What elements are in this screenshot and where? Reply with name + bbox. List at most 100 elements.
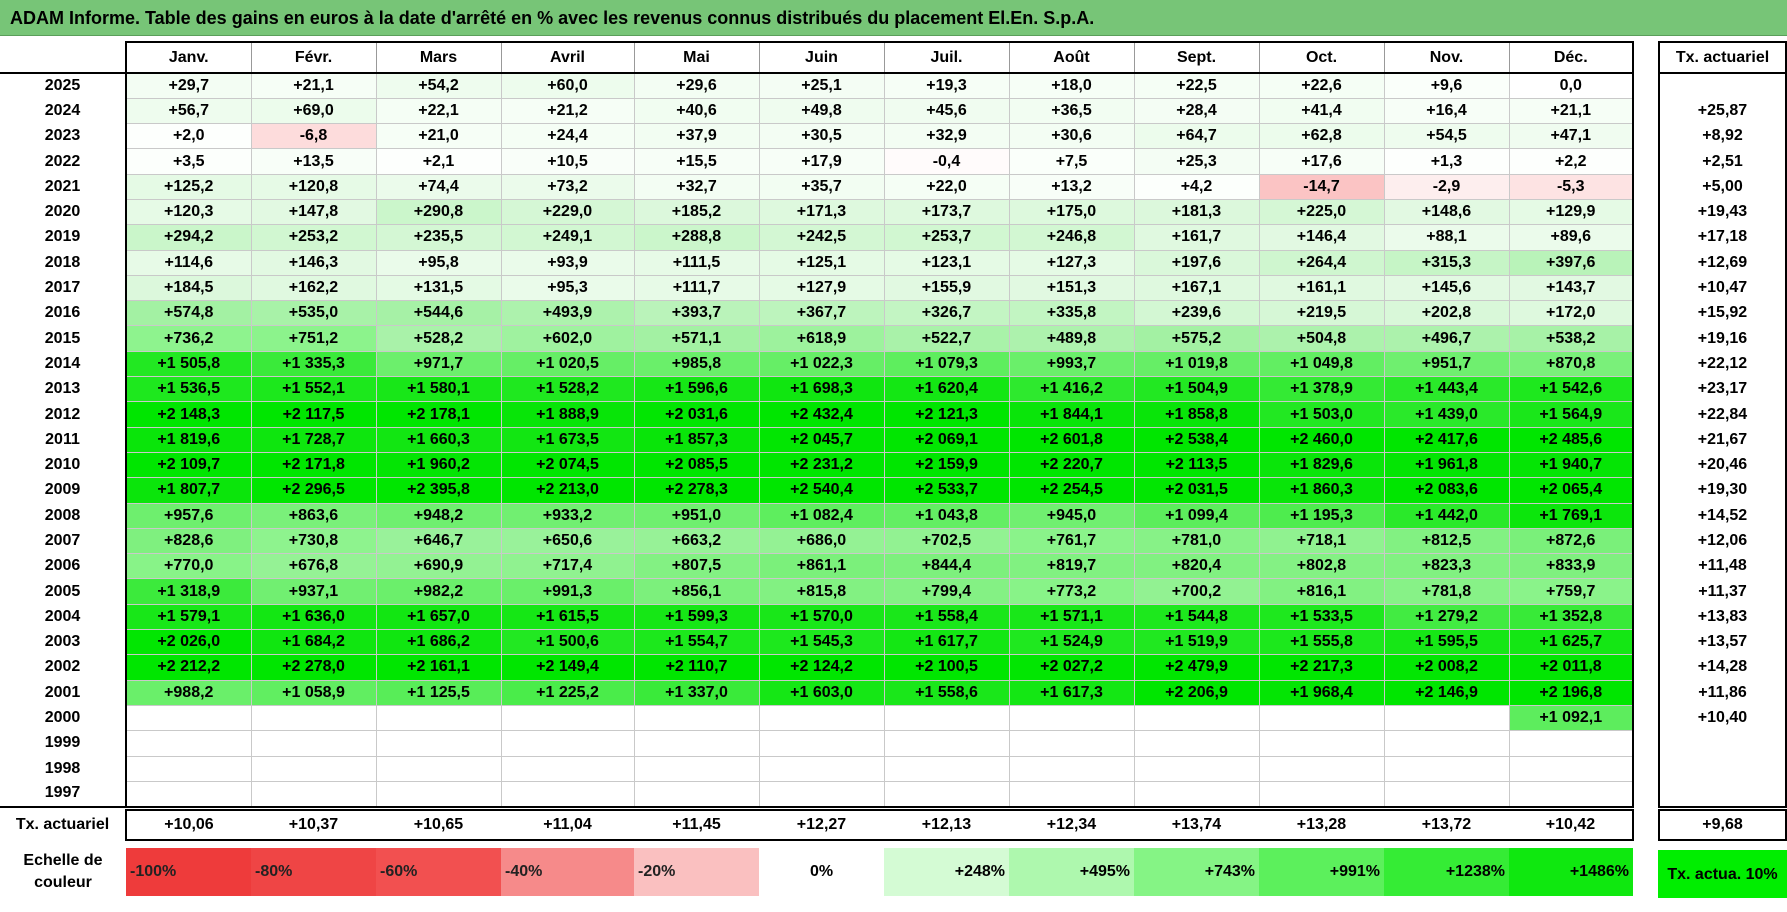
gain-cell: +833,9 bbox=[1508, 553, 1634, 580]
gain-cell: +1 728,7 bbox=[250, 426, 377, 453]
monthly-rate-cell: +12,27 bbox=[759, 809, 884, 841]
gain-cell bbox=[1008, 780, 1135, 808]
gain-cell: +1 439,0 bbox=[1383, 401, 1510, 428]
gain-cell: +1,3 bbox=[1383, 148, 1510, 175]
gain-cell bbox=[1258, 704, 1385, 732]
gain-cell: +2 148,3 bbox=[125, 401, 252, 428]
gain-cell: +1 019,8 bbox=[1133, 350, 1260, 378]
gain-cell: +828,6 bbox=[125, 527, 252, 555]
annual-rate-cell: +14,28 bbox=[1658, 654, 1787, 681]
gain-cell: +40,6 bbox=[633, 97, 760, 125]
table-row: 2011 +1 819,6 +1 728,7 +1 660,3 +1 673,5 +1 8… bbox=[0, 426, 1634, 453]
table-row: 2009 +1 807,7 +2 296,5 +2 395,8 +2 213,0 +2 2… bbox=[0, 477, 1634, 504]
table-row: 2002 +2 212,2 +2 278,0 +2 161,1 +2 149,4 +2 1… bbox=[0, 654, 1634, 681]
gain-cell: +22,1 bbox=[375, 97, 502, 125]
gain-cell: +2,1 bbox=[375, 148, 502, 175]
gain-cell: +2 479,9 bbox=[1133, 654, 1260, 681]
gain-cell: +951,7 bbox=[1383, 350, 1510, 378]
gain-cell: +22,5 bbox=[1133, 72, 1260, 99]
gain-cell: +1 558,4 bbox=[883, 603, 1010, 631]
gain-cell: +2 085,5 bbox=[633, 451, 760, 479]
gain-cell: +1 335,3 bbox=[250, 350, 377, 378]
gain-cell: +1 580,1 bbox=[375, 376, 502, 403]
gain-cell: +2 027,2 bbox=[1008, 654, 1135, 681]
year-label: 2024 bbox=[0, 98, 127, 124]
gain-cell: +781,0 bbox=[1133, 527, 1260, 555]
gain-cell: +2 031,5 bbox=[1133, 477, 1260, 504]
gain-cell: +2 113,5 bbox=[1133, 451, 1260, 479]
gain-cell: +815,8 bbox=[758, 578, 885, 605]
gain-cell: +957,6 bbox=[125, 502, 252, 529]
gain-cell: +2 026,0 bbox=[125, 629, 252, 656]
gain-cell bbox=[1133, 704, 1260, 732]
gain-cell: +1 844,1 bbox=[1008, 401, 1135, 428]
gain-cell: +951,0 bbox=[633, 502, 760, 529]
gain-cell: +25,3 bbox=[1133, 148, 1260, 175]
gain-cell: +253,2 bbox=[250, 224, 377, 251]
gain-cell: +197,6 bbox=[1133, 249, 1260, 276]
gain-cell: +690,9 bbox=[375, 553, 502, 580]
gain-cell bbox=[1008, 730, 1135, 757]
gain-cell: +21,2 bbox=[500, 97, 635, 125]
gain-cell: +17,6 bbox=[1258, 148, 1385, 175]
gain-cell: +933,2 bbox=[500, 502, 635, 529]
gain-cell: +111,7 bbox=[633, 274, 760, 302]
gain-cell: +971,7 bbox=[375, 350, 502, 378]
year-label: 2000 bbox=[0, 705, 127, 731]
gain-cell: +326,7 bbox=[883, 300, 1010, 327]
gain-cell bbox=[633, 730, 760, 757]
gain-cell: +676,8 bbox=[250, 553, 377, 580]
gain-cell bbox=[1258, 780, 1385, 808]
gain-cell: +1 860,3 bbox=[1258, 477, 1385, 504]
gain-cell bbox=[1508, 730, 1634, 757]
gain-cell bbox=[758, 755, 885, 782]
color-scale-swatch: +1486% bbox=[1509, 848, 1633, 896]
monthly-rate-cell: +10,42 bbox=[1509, 809, 1634, 841]
annual-rate-cell: +21,67 bbox=[1658, 427, 1787, 453]
gain-cell: +393,7 bbox=[633, 300, 760, 327]
gain-cell: +173,7 bbox=[883, 198, 1010, 226]
gain-cell: +571,1 bbox=[633, 325, 760, 352]
gain-cell: +21,1 bbox=[1508, 97, 1634, 125]
gain-cell: +111,5 bbox=[633, 249, 760, 276]
gain-cell: +2 460,0 bbox=[1258, 426, 1385, 453]
gain-cell: +799,4 bbox=[883, 578, 1010, 605]
gain-cell: +1 443,4 bbox=[1383, 376, 1510, 403]
year-label: 2010 bbox=[0, 452, 127, 478]
gain-cell: +202,8 bbox=[1383, 300, 1510, 327]
gain-cell: +1 503,0 bbox=[1258, 401, 1385, 428]
gain-cell: +1 617,7 bbox=[883, 629, 1010, 656]
gain-cell: +861,1 bbox=[758, 553, 885, 580]
table-row: 2022 +3,5 +13,5 +2,1 +10,5 +15,5 +17,9 -0,4 +7,5… bbox=[0, 148, 1634, 175]
gain-cell: +2 069,1 bbox=[883, 426, 1010, 453]
monthly-rate-cell: +11,04 bbox=[501, 809, 634, 841]
gain-cell: +2 109,7 bbox=[125, 451, 252, 479]
gain-cell: +1 686,2 bbox=[375, 629, 502, 656]
gain-cell bbox=[1008, 755, 1135, 782]
gain-cell: +2 538,4 bbox=[1133, 426, 1260, 453]
scale-side-label: Tx. actua. 10% bbox=[1658, 850, 1787, 898]
gain-cell: +1 960,2 bbox=[375, 451, 502, 479]
gain-cell: +1 595,5 bbox=[1383, 629, 1510, 656]
gain-cell: +1 058,9 bbox=[250, 679, 377, 706]
gain-cell bbox=[1258, 755, 1385, 782]
gain-cell bbox=[883, 755, 1010, 782]
gain-cell: +2 254,5 bbox=[1008, 477, 1135, 504]
annual-rate-cell: +25,87 bbox=[1658, 98, 1787, 124]
month-header: Janv. bbox=[125, 41, 252, 74]
gain-cell: +574,8 bbox=[125, 300, 252, 327]
gain-cell: +35,7 bbox=[758, 173, 885, 200]
year-label: 2021 bbox=[0, 174, 127, 200]
gain-cell: +2 432,4 bbox=[758, 401, 885, 428]
gain-cell: +816,1 bbox=[1258, 578, 1385, 605]
gain-cell: +2 159,9 bbox=[883, 451, 1010, 479]
gain-cell: +1 519,9 bbox=[1133, 629, 1260, 656]
month-header: Févr. bbox=[250, 41, 377, 74]
gain-cell bbox=[758, 704, 885, 732]
gain-cell: +15,5 bbox=[633, 148, 760, 175]
gain-cell: +1 579,1 bbox=[125, 603, 252, 631]
gain-cell: +1 940,7 bbox=[1508, 451, 1634, 479]
gain-cell bbox=[1008, 704, 1135, 732]
gain-cell: +2 011,8 bbox=[1508, 654, 1634, 681]
year-label: 2025 bbox=[0, 73, 127, 99]
